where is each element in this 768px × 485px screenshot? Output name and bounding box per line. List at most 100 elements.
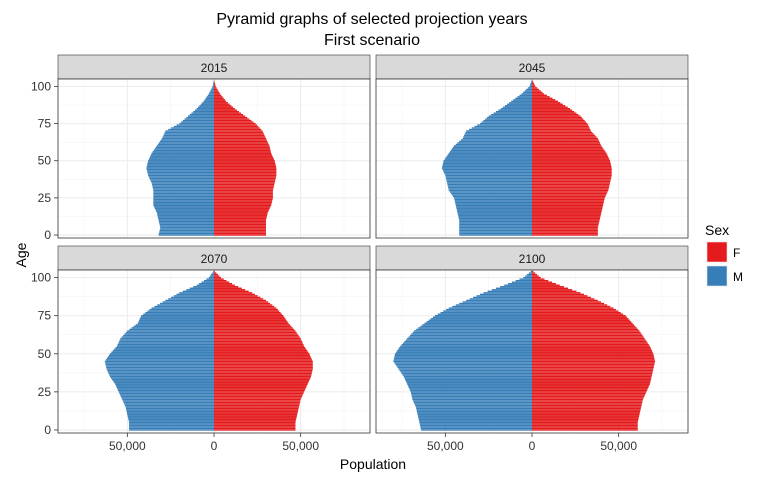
bar-male	[417, 411, 532, 412]
bar-female	[214, 411, 298, 412]
bar-female	[214, 306, 274, 307]
panel-strip-label: 2100	[519, 252, 546, 266]
bar-female	[532, 132, 592, 133]
bar-female	[532, 153, 607, 154]
bar-female	[214, 156, 273, 157]
bar-male	[150, 179, 214, 180]
bar-male	[463, 138, 532, 139]
bar-female	[214, 99, 225, 100]
bar-male	[466, 300, 532, 301]
bar-male	[206, 278, 214, 279]
bar-male	[496, 288, 532, 289]
bar-male	[446, 157, 532, 158]
bar-female	[532, 157, 609, 158]
bar-male	[482, 121, 532, 122]
bar-male	[404, 376, 532, 377]
bar-female	[532, 217, 600, 218]
bar-female	[214, 139, 267, 140]
bar-male	[449, 307, 532, 308]
bar-female	[214, 176, 276, 177]
bar-male	[161, 139, 214, 140]
bar-female	[214, 157, 273, 158]
bar-male	[394, 359, 532, 360]
bar-male	[114, 349, 214, 350]
bar-female	[214, 412, 298, 413]
bar-female	[214, 379, 310, 380]
bar-female	[214, 391, 304, 392]
bar-male	[443, 310, 532, 311]
bar-female	[532, 414, 639, 415]
bar-female	[532, 283, 556, 284]
bar-male	[134, 326, 214, 327]
bar-male	[109, 355, 214, 356]
bar-female	[532, 399, 643, 400]
bar-female	[214, 193, 273, 194]
bar-male	[116, 385, 214, 386]
bar-female	[214, 221, 266, 222]
bar-female	[214, 420, 296, 421]
bar-male	[119, 341, 214, 342]
bar-male	[150, 156, 214, 157]
bar-female	[532, 417, 639, 418]
bar-female	[532, 117, 582, 118]
bar-female	[532, 162, 610, 163]
bar-female	[532, 111, 574, 112]
bar-male	[107, 358, 214, 359]
bar-male	[459, 222, 532, 223]
bar-female	[532, 425, 638, 426]
bar-male	[408, 385, 532, 386]
bar-female	[214, 165, 276, 166]
bar-male	[530, 84, 532, 85]
bar-female	[214, 362, 313, 363]
bar-male	[454, 197, 532, 198]
bar-male	[159, 142, 214, 143]
bar-female	[532, 87, 537, 88]
bar-female	[532, 297, 591, 298]
bar-female	[532, 224, 599, 225]
bar-female	[532, 102, 560, 103]
bar-male	[165, 130, 214, 131]
bar-female	[214, 151, 271, 152]
bar-male	[500, 286, 532, 287]
bar-female	[532, 326, 635, 327]
bar-female	[214, 105, 231, 106]
bar-male	[160, 141, 214, 142]
bar-male	[448, 187, 532, 188]
bar-female	[532, 101, 558, 102]
bar-male	[164, 133, 214, 134]
bar-female	[532, 148, 603, 149]
bar-male	[157, 212, 214, 213]
bar-female	[532, 205, 603, 206]
bar-male	[525, 90, 532, 91]
bar-female	[214, 205, 271, 206]
bar-male	[410, 390, 532, 391]
bar-male	[118, 390, 214, 391]
bar-male	[489, 115, 532, 116]
bar-male	[160, 303, 214, 304]
bar-male	[147, 163, 214, 164]
bar-female	[214, 121, 254, 122]
bar-male	[117, 388, 214, 389]
bar-female	[532, 408, 641, 409]
bar-female	[214, 321, 287, 322]
bar-female	[532, 342, 648, 343]
bar-female	[532, 124, 588, 125]
bar-male	[141, 315, 214, 316]
bar-female	[532, 145, 601, 146]
bar-male	[174, 295, 214, 296]
bar-male	[112, 379, 214, 380]
bar-female	[214, 219, 266, 220]
bar-male	[126, 406, 214, 407]
bar-male	[443, 162, 532, 163]
bar-male	[211, 274, 214, 275]
bar-female	[532, 286, 564, 287]
bar-female	[214, 339, 301, 340]
bar-female	[214, 323, 289, 324]
bar-female	[214, 281, 229, 282]
bar-female	[532, 416, 639, 417]
bar-male	[143, 313, 214, 314]
bar-male	[397, 350, 532, 351]
bar-male	[110, 353, 214, 354]
bar-male	[459, 219, 532, 220]
bar-female	[214, 341, 302, 342]
